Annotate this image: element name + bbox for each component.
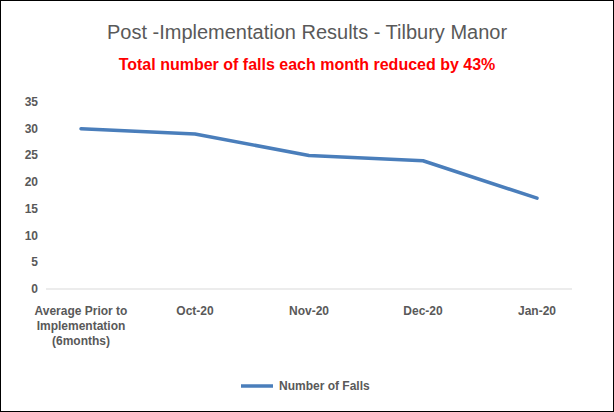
legend-label: Number of Falls <box>279 379 370 393</box>
y-tick-label: 35 <box>25 95 39 109</box>
x-tick-label: Nov-20 <box>253 304 365 319</box>
y-tick-label: 20 <box>25 175 39 189</box>
x-tick-label: Oct-20 <box>139 304 251 319</box>
y-tick-label: 15 <box>25 202 39 216</box>
x-axis <box>46 289 572 290</box>
data-line <box>81 129 537 198</box>
x-tick-label: Average Prior to Implementation (6months… <box>25 304 137 349</box>
y-tick-label: 10 <box>25 229 39 243</box>
y-tick-label: 0 <box>31 282 38 296</box>
title: Post -Implementation Results - Tilbury M… <box>107 21 507 43</box>
legend-swatch <box>241 384 273 388</box>
chart-svg: Post -Implementation Results - Tilbury M… <box>1 1 613 411</box>
chart-frame: Post -Implementation Results - Tilbury M… <box>0 0 614 412</box>
x-tick-label: Jan-20 <box>481 304 593 319</box>
y-tick-label: 25 <box>25 148 39 162</box>
y-tick-label: 5 <box>31 255 38 269</box>
subtitle: Total number of falls each month reduced… <box>119 56 496 73</box>
y-tick-label: 30 <box>25 122 39 136</box>
x-tick-label: Dec-20 <box>367 304 479 319</box>
